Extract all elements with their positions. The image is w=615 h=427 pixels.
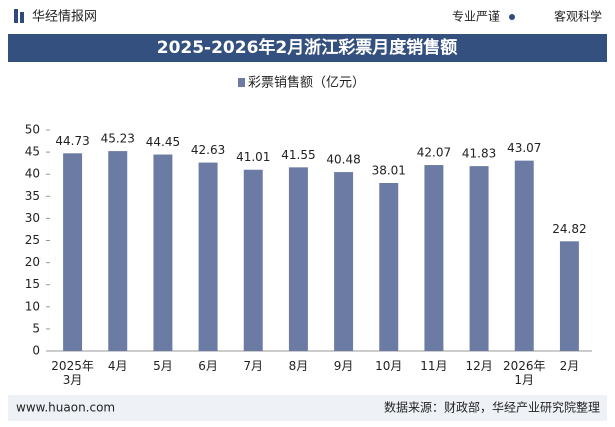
y-tick-label: 45 [25,145,40,159]
x-tick-label: 8月 [288,359,309,373]
x-tick-label: 2026年 1月 [502,359,546,387]
logo-icon [20,12,24,23]
tagline: 客观科学 [554,9,602,24]
y-tick-label: 5 [32,321,40,335]
bar [514,160,534,351]
bar [559,241,579,351]
y-tick-label: 50 [25,123,40,137]
bar [379,182,399,351]
value-label: 24.82 [552,222,586,236]
bar [108,151,128,351]
footer-website: www.huaon.com [16,401,115,415]
bar [243,169,263,351]
value-label: 43.07 [507,141,541,155]
value-label: 44.73 [55,134,89,148]
x-tick-label: 2月 [559,359,580,373]
legend-swatch [238,78,245,87]
bar [153,154,173,351]
value-label: 38.01 [372,163,406,177]
x-tick-label: 10月 [375,359,403,373]
tagline: 专业严谨 [452,9,500,24]
x-tick-label: 7月 [243,359,264,373]
x-tick-label: 5月 [153,359,173,373]
value-label: 42.07 [417,146,451,160]
footer-source: 数据来源：财政部，华经产业研究院整理 [384,400,600,415]
value-label: 44.45 [146,135,180,149]
logo-icon [14,9,18,23]
tagline-dot [509,14,515,20]
y-tick-label: 30 [25,211,40,225]
y-tick-label: 40 [25,167,40,181]
x-tick-label: 11月 [420,359,448,373]
x-tick-label: 6月 [198,359,218,373]
y-tick-label: 0 [32,344,40,358]
y-tick-label: 10 [25,299,40,313]
y-tick-label: 20 [25,255,40,269]
bar [288,167,308,351]
bar [424,165,444,351]
legend-label: 彩票销售额（亿元） [248,75,365,91]
x-tick-label: 9月 [333,359,354,373]
y-tick-label: 15 [25,277,40,291]
bar [334,172,354,351]
title-bar [8,34,607,62]
y-tick-label: 35 [25,189,40,203]
value-label: 41.83 [462,147,496,161]
bar [198,162,218,351]
logo-text: 华经情报网 [32,10,97,25]
x-tick-label: 2025年 3月 [51,359,94,387]
value-label: 40.48 [326,153,360,167]
x-tick-label: 4月 [107,359,128,373]
value-label: 41.55 [281,148,315,162]
value-label: 42.63 [191,143,225,157]
value-label: 41.01 [236,150,270,164]
x-tick-label: 12月 [465,359,493,373]
y-tick-label: 25 [25,233,40,247]
bar [469,166,489,351]
footer-bar [8,395,607,421]
value-label: 45.23 [101,132,135,146]
bar [63,153,83,351]
chart-title: 2025-2026年2月浙江彩票月度销售额 [157,37,458,58]
